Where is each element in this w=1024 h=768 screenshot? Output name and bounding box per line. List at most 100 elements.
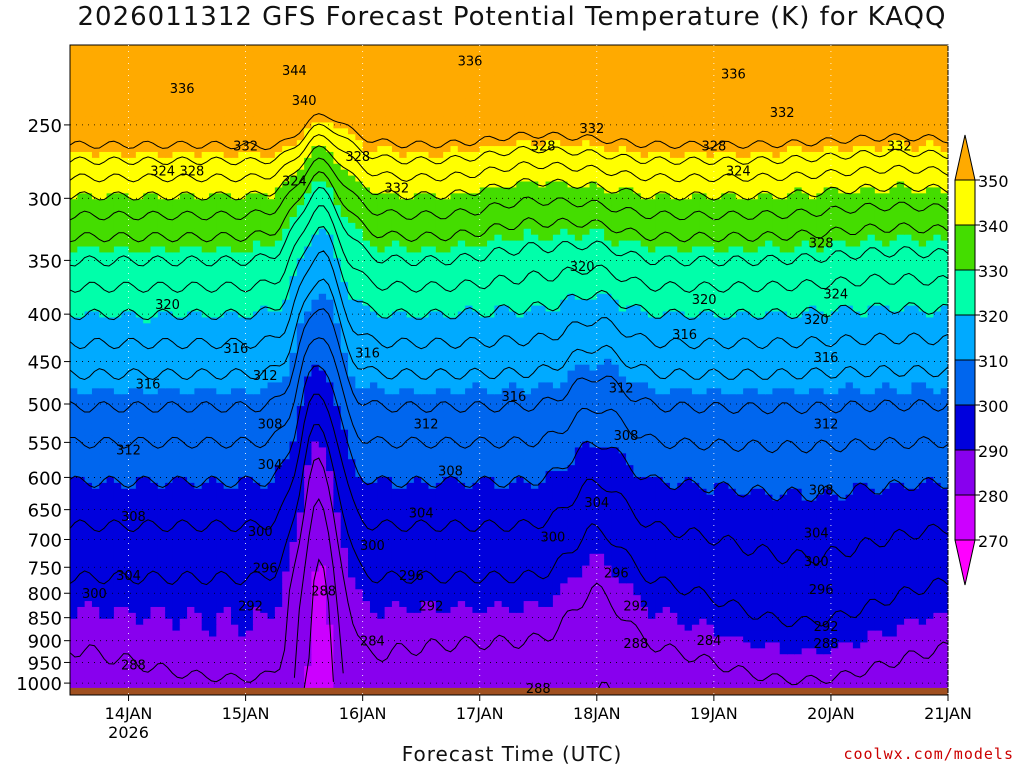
field-cell [172, 488, 181, 495]
field-cell [333, 647, 342, 655]
field-cell [618, 671, 627, 678]
field-cell [245, 618, 254, 625]
field-cell [501, 570, 510, 578]
field-cell [823, 470, 832, 477]
field-cell [165, 612, 174, 619]
field-cell [238, 553, 247, 560]
field-cell [699, 671, 708, 678]
field-cell [216, 523, 225, 531]
field-cell [860, 505, 869, 513]
field-cell [209, 630, 217, 637]
field-cell [750, 541, 759, 548]
field-cell [472, 606, 481, 613]
field-cell [157, 452, 166, 460]
field-cell [487, 500, 495, 507]
field-cell [413, 565, 422, 572]
field-cell [399, 446, 408, 454]
field-cell [384, 547, 393, 554]
field-cell [509, 594, 517, 602]
field-cell [801, 547, 810, 554]
field-cell [267, 535, 276, 542]
field-cell [706, 588, 715, 596]
field-cell [626, 624, 634, 631]
field-cell [772, 600, 781, 607]
field-cell [340, 476, 349, 483]
field-cell [501, 529, 510, 537]
field-cell [889, 482, 898, 489]
field-cell [245, 677, 254, 684]
field-cell [348, 677, 356, 684]
field-cell [238, 647, 247, 655]
field-cell [933, 541, 942, 548]
field-cell [428, 458, 437, 466]
field-cell [274, 647, 283, 655]
field-cell [494, 606, 503, 613]
field-cell [143, 624, 152, 631]
field-cell [633, 529, 642, 537]
field-cell [743, 547, 752, 554]
field-cell [926, 482, 934, 489]
field-cell [113, 618, 122, 625]
field-cell [428, 647, 437, 655]
field-cell [333, 641, 342, 649]
field-cell [84, 517, 93, 525]
field-cell [157, 594, 166, 602]
field-cell [252, 565, 261, 572]
field-cell [662, 665, 671, 672]
field-cell [472, 446, 481, 454]
field-cell [479, 452, 488, 460]
field-cell [867, 647, 876, 655]
field-cell [655, 588, 664, 596]
field-cell [260, 511, 269, 519]
field-cell [538, 482, 547, 489]
field-cell [465, 624, 474, 631]
field-cell [728, 612, 737, 619]
field-cell [882, 624, 891, 631]
field-cell [699, 464, 708, 472]
field-cell [560, 559, 569, 566]
field-cell [816, 618, 825, 625]
field-cell [501, 641, 510, 649]
field-cell [150, 446, 159, 454]
field-cell [384, 541, 393, 548]
field-cell [765, 464, 773, 472]
field-cell [589, 511, 598, 519]
field-cell [318, 582, 327, 590]
field-cell [838, 635, 847, 643]
field-cell [867, 482, 876, 489]
field-cell [326, 635, 334, 643]
field-cell [509, 511, 517, 519]
field-cell [757, 647, 766, 655]
field-cell [333, 464, 342, 472]
field-cell [648, 618, 656, 625]
field-cell [245, 606, 254, 613]
field-cell [648, 476, 656, 483]
field-cell [801, 559, 810, 566]
field-cell [106, 612, 115, 619]
field-cell [267, 624, 276, 631]
field-cell [889, 470, 898, 477]
field-cell [216, 541, 225, 548]
field-cell [304, 446, 313, 454]
field-cell [465, 535, 474, 542]
field-cell [552, 523, 561, 531]
field-cell [399, 553, 408, 560]
field-cell [787, 582, 795, 590]
field-cell [896, 665, 905, 672]
field-cell [106, 677, 115, 684]
field-cell [662, 570, 671, 578]
field-cell [728, 452, 737, 460]
field-cell [106, 553, 115, 560]
field-cell [165, 582, 174, 590]
field-cell [413, 476, 422, 483]
field-cell [757, 517, 766, 525]
field-cell [84, 677, 93, 684]
field-cell [472, 665, 481, 672]
field-cell [618, 641, 627, 649]
field-cell [757, 452, 766, 460]
field-cell [699, 570, 708, 578]
field-cell [194, 630, 203, 637]
field-cell [874, 576, 883, 584]
field-cell [304, 576, 313, 584]
field-cell [845, 576, 854, 584]
